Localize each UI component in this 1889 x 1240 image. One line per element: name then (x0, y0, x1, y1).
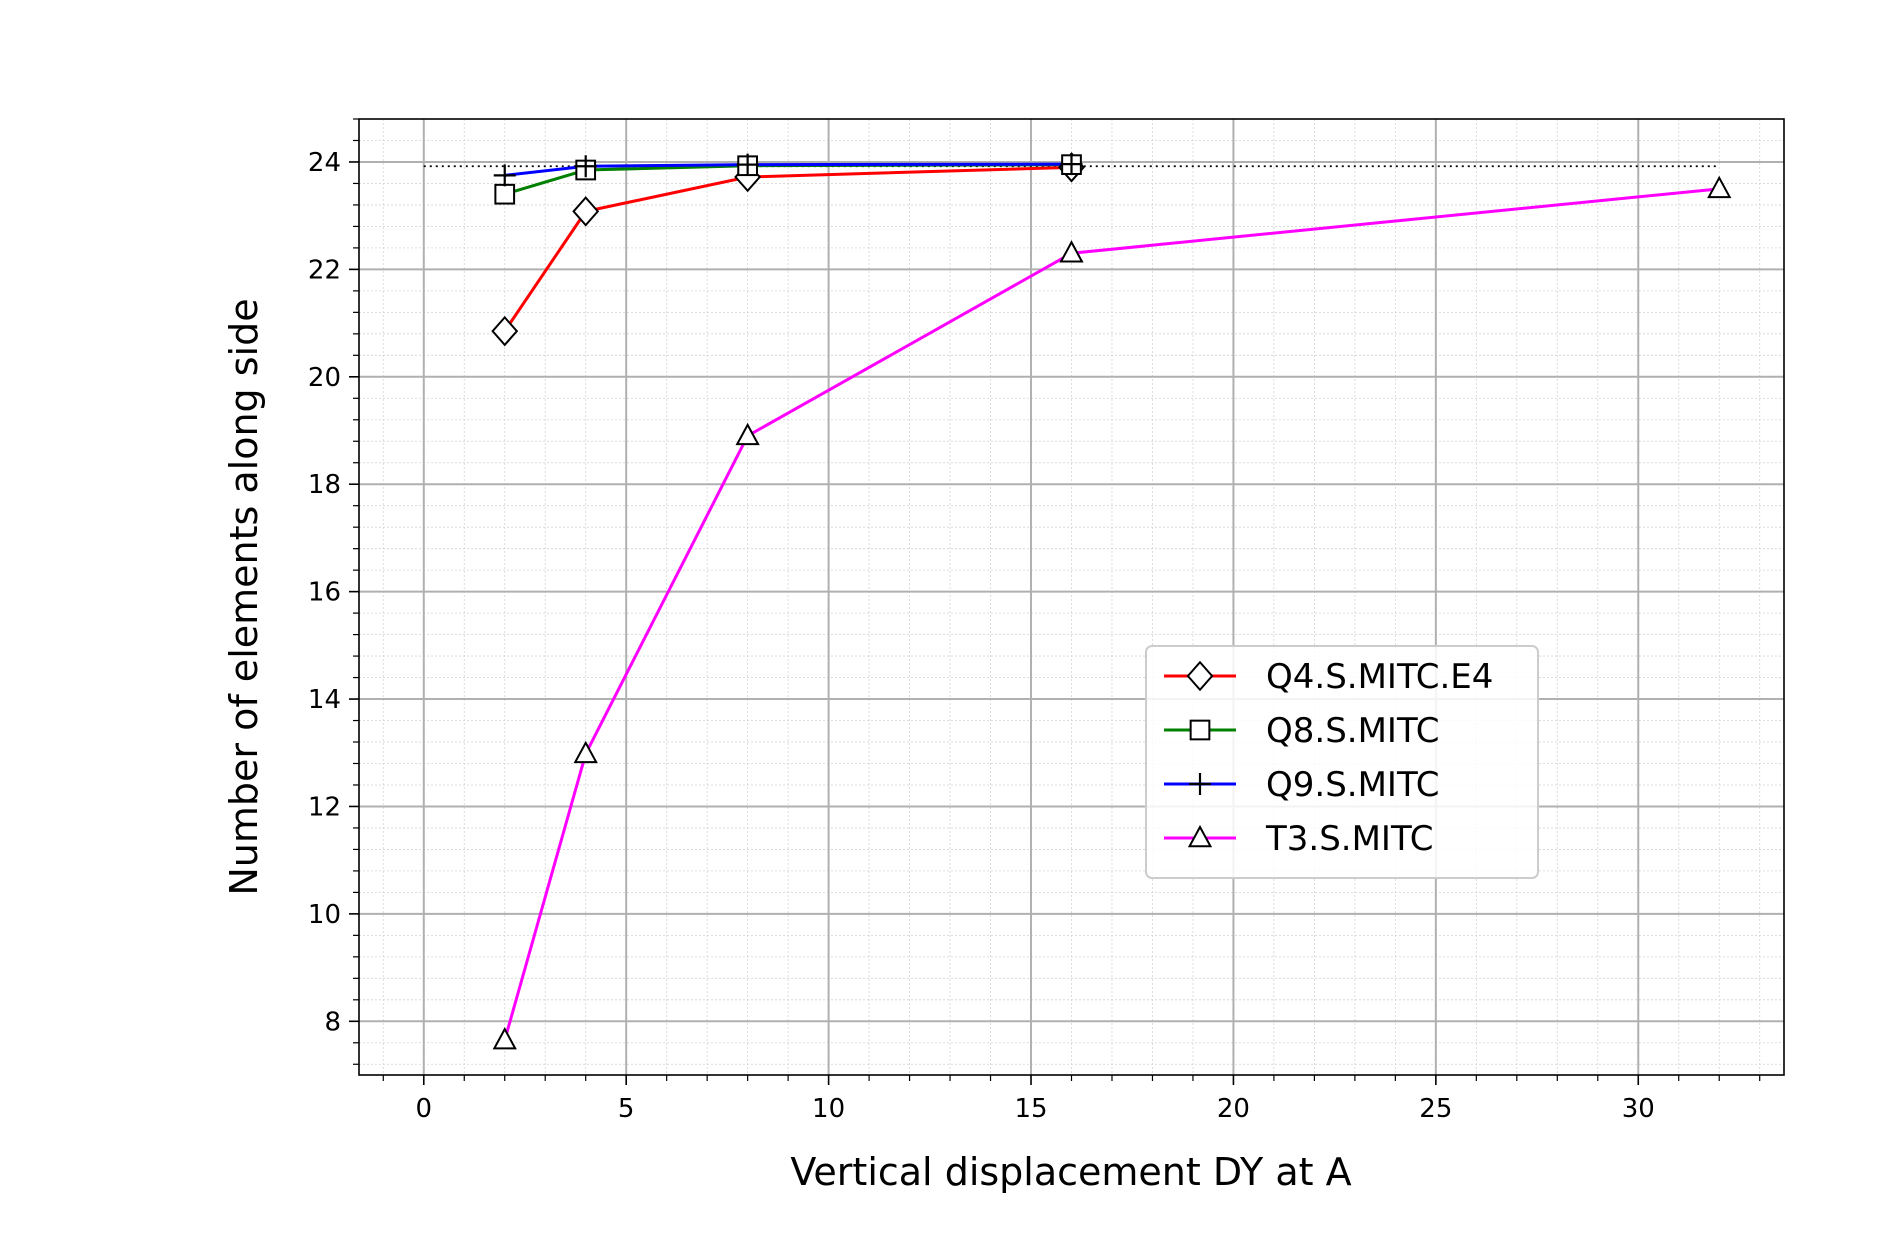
y-tick-label: 10 (308, 900, 341, 930)
x-tick-label: 5 (618, 1094, 635, 1124)
data-point-square (494, 183, 516, 205)
y-tick-label: 24 (308, 148, 341, 178)
y-tick-label: 22 (308, 255, 341, 285)
y-axis-label: Number of elements along side (222, 298, 266, 895)
data-point-plus (574, 155, 597, 178)
legend-label: T3.S.MITC (1265, 819, 1433, 859)
legend-marker-triangle (1187, 824, 1213, 848)
legend-label: Q8.S.MITC (1266, 711, 1439, 751)
series-line (503, 165, 1072, 332)
data-point-triangle (573, 740, 598, 764)
data-point-diamond (491, 315, 519, 347)
legend-marker-diamond (1186, 660, 1214, 692)
data-point-triangle (1707, 175, 1732, 199)
y-tick-label: 12 (308, 792, 341, 822)
major-grid (359, 119, 1784, 1075)
data-point-plus (1060, 153, 1083, 176)
legend-label: Q9.S.MITC (1266, 765, 1439, 805)
legend-marker-plus (1189, 773, 1211, 795)
series-line (504, 162, 1072, 177)
data-point-triangle (1059, 240, 1084, 263)
x-tick-label: 20 (1217, 1094, 1250, 1124)
data-point-triangle (492, 1026, 517, 1050)
x-tick-label: 10 (812, 1094, 845, 1124)
y-tick-label: 18 (308, 470, 341, 500)
x-axis-label: Vertical displacement DY at A (790, 1150, 1351, 1194)
legend-label: Q4.S.MITC.E4 (1266, 657, 1493, 697)
x-tick-label: 0 (415, 1094, 432, 1124)
data-point-diamond (572, 196, 600, 227)
series-markers (491, 152, 1732, 1050)
minor-grid (359, 118, 1784, 1075)
legend: Q4.S.MITC.E4 Q8.S.MITC Q9.S.MITC T3.S.MITC (1145, 645, 1539, 879)
legend-box (1145, 645, 1539, 879)
y-tick-label: 14 (308, 685, 341, 715)
y-tick-label: 20 (308, 363, 341, 393)
y-tick-label: 8 (324, 1007, 341, 1037)
y-axis-ticks: 8 10 12 14 16 18 20 22 24 (308, 118, 359, 1065)
data-point-triangle (735, 422, 760, 446)
data-point-plus (736, 153, 759, 176)
x-tick-label: 15 (1014, 1094, 1047, 1124)
data-point-plus (493, 164, 516, 187)
y-tick-label: 16 (308, 578, 341, 608)
x-tick-label: 25 (1419, 1094, 1452, 1124)
x-tick-label: 30 (1622, 1094, 1655, 1124)
x-axis-ticks: 0 5 10 15 20 25 30 (382, 1075, 1761, 1124)
legend-marker-square (1189, 719, 1211, 741)
